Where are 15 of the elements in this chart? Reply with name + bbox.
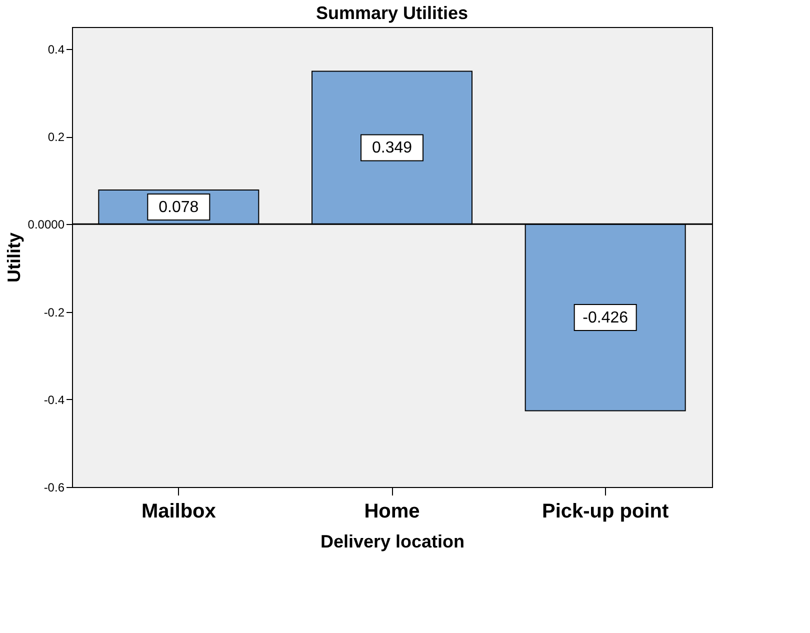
- chart-title: Summary Utilities: [316, 3, 468, 23]
- data-label: 0.349: [372, 140, 412, 157]
- y-tick-label: 0.4: [48, 42, 65, 56]
- x-axis-title: Delivery location: [320, 532, 465, 552]
- y-axis-title: Utility: [4, 232, 24, 283]
- data-label: 0.078: [158, 199, 199, 216]
- y-tick-label: -0.2: [44, 305, 65, 320]
- data-label: -0.426: [582, 309, 628, 326]
- y-tick-label: -0.6: [44, 480, 65, 494]
- x-tick-label: Mailbox: [141, 500, 216, 522]
- y-tick-label: 0.0000: [28, 218, 65, 232]
- y-tick-label: -0.4: [44, 392, 65, 407]
- x-tick-label: Pick-up point: [542, 500, 669, 522]
- x-tick-label: Home: [364, 500, 420, 522]
- y-tick-label: 0.2: [48, 130, 65, 144]
